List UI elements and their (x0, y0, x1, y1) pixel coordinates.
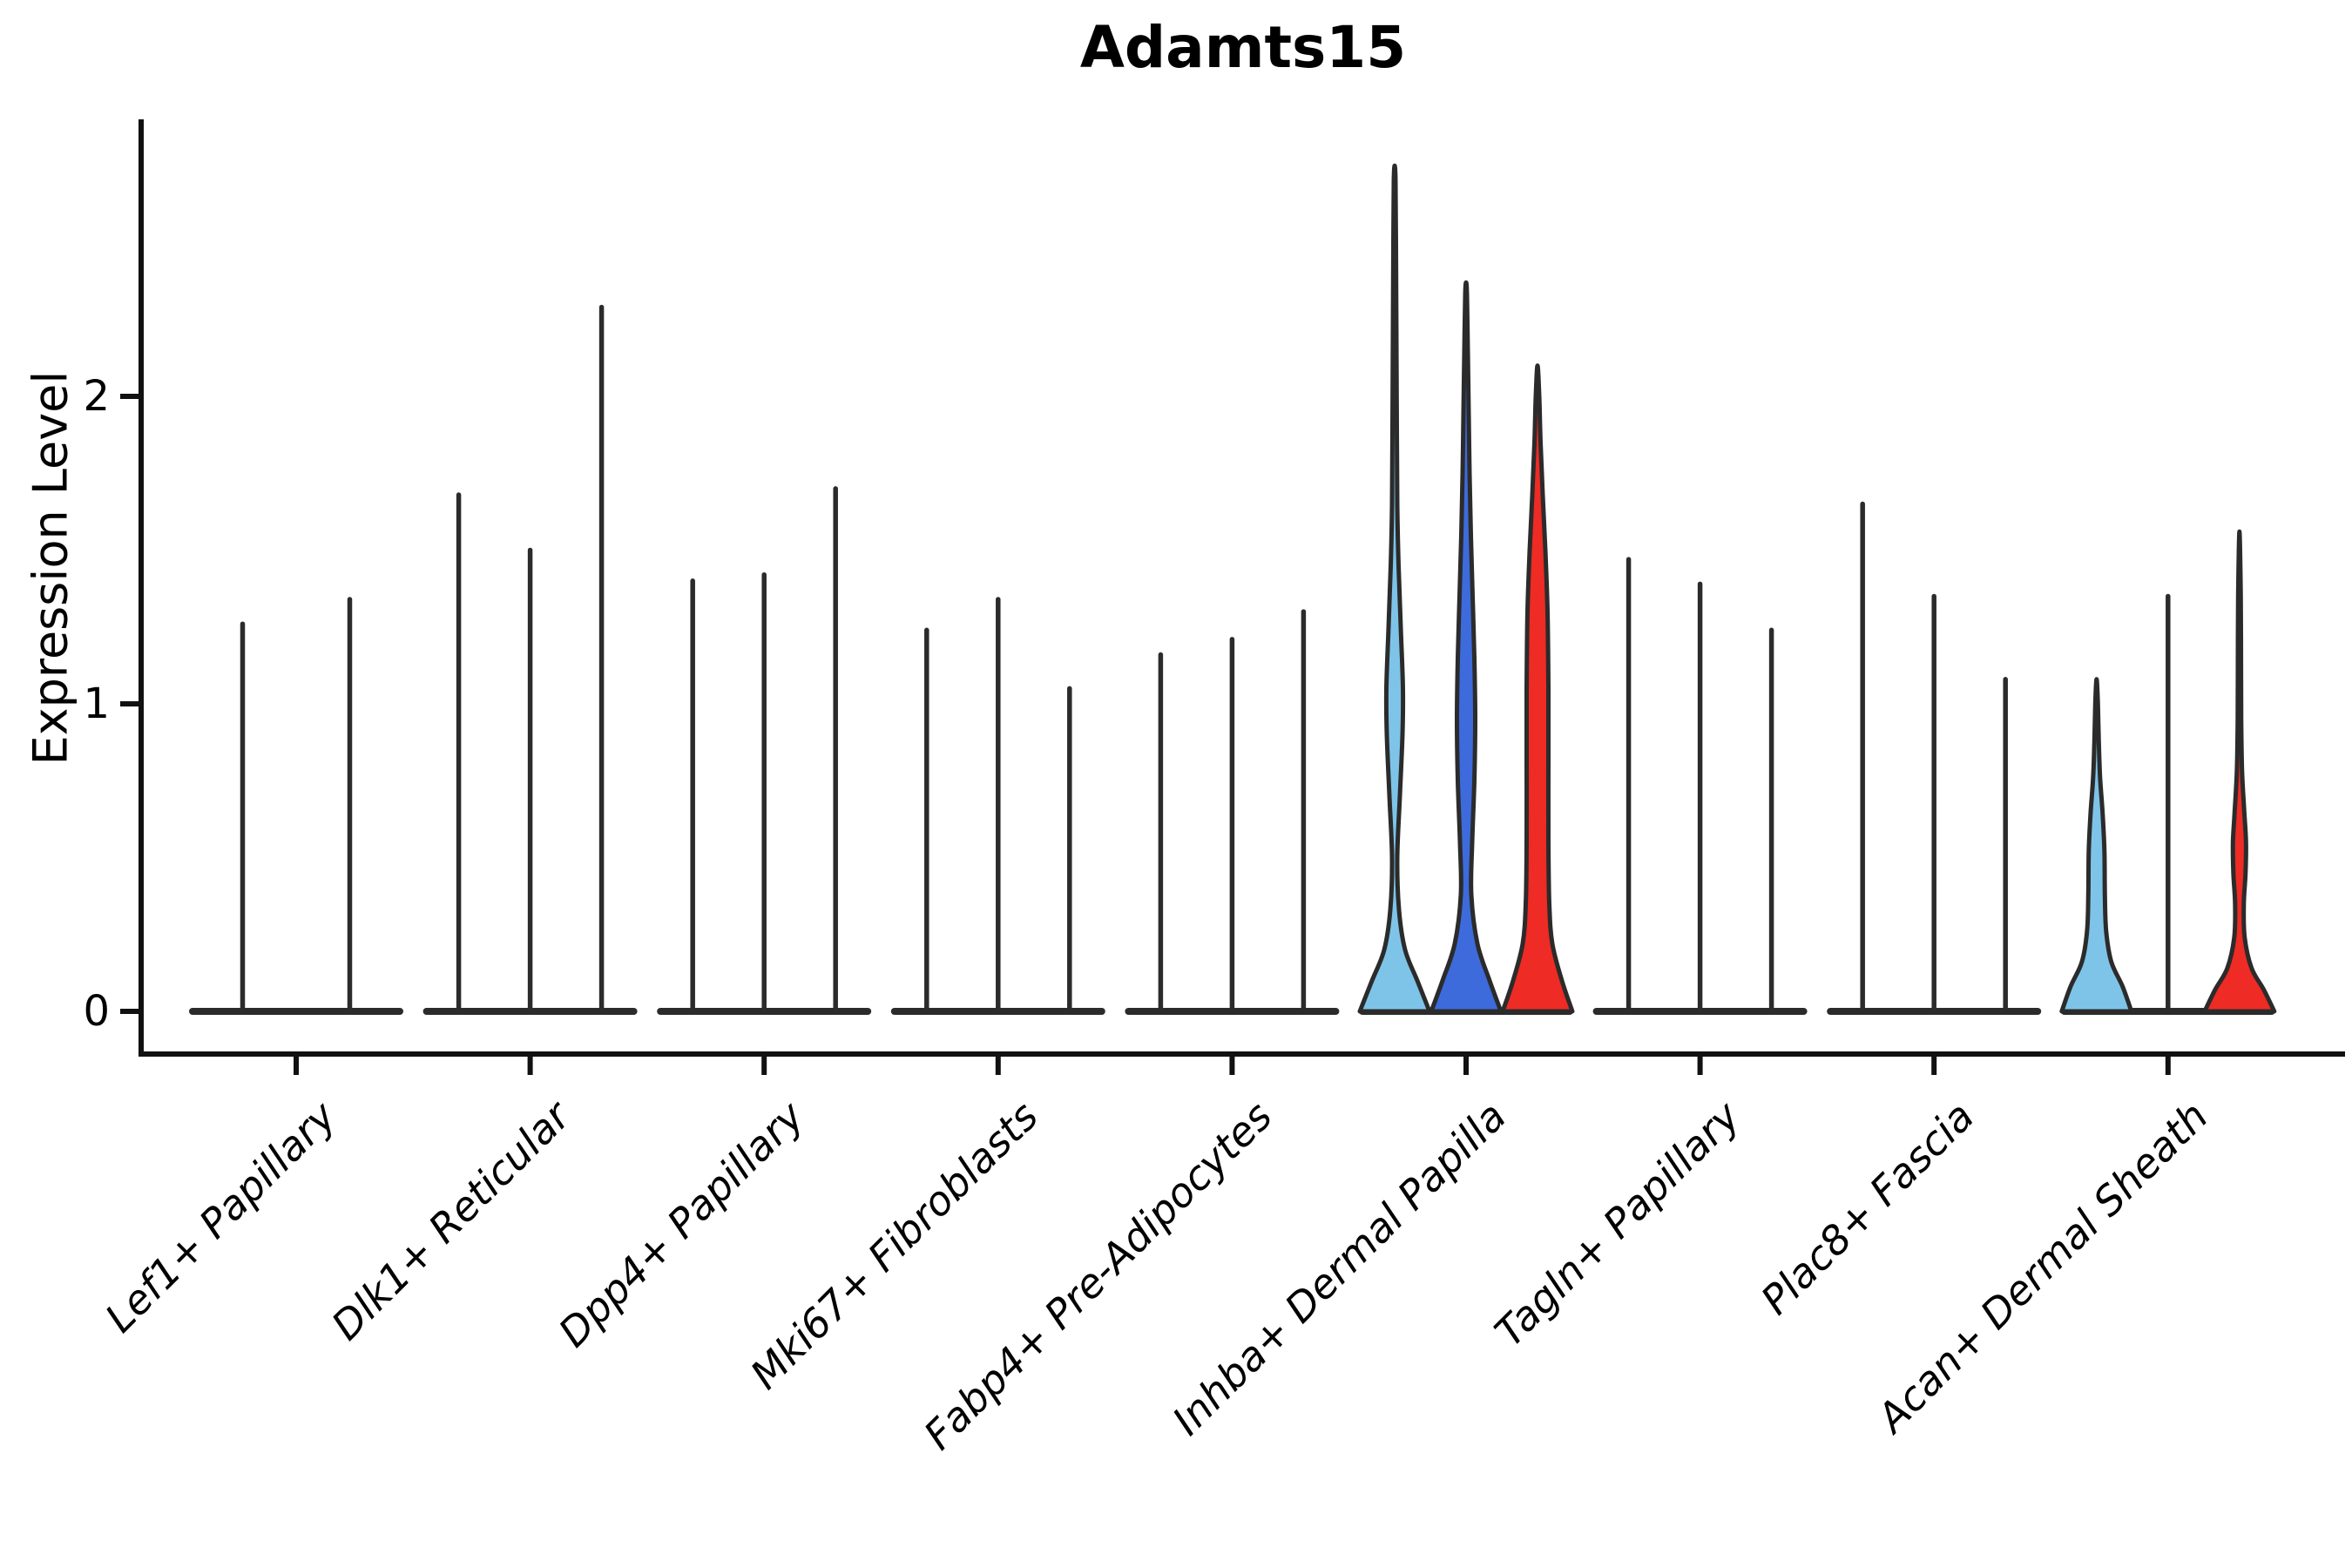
violin-5-1 (1429, 280, 1504, 1014)
violin-5-0 (1357, 163, 1432, 1014)
violin-8-0 (2059, 677, 2134, 1014)
plot-title: Adamts15 (1079, 14, 1407, 81)
y-tick-label-0: 0 (83, 987, 110, 1036)
violin-5-2 (1500, 363, 1575, 1014)
y-tick-label-1: 1 (83, 679, 110, 728)
baseline-bar-0 (189, 1008, 403, 1015)
violin-8-2 (2202, 529, 2277, 1014)
y-tick-label-2: 2 (83, 372, 110, 421)
